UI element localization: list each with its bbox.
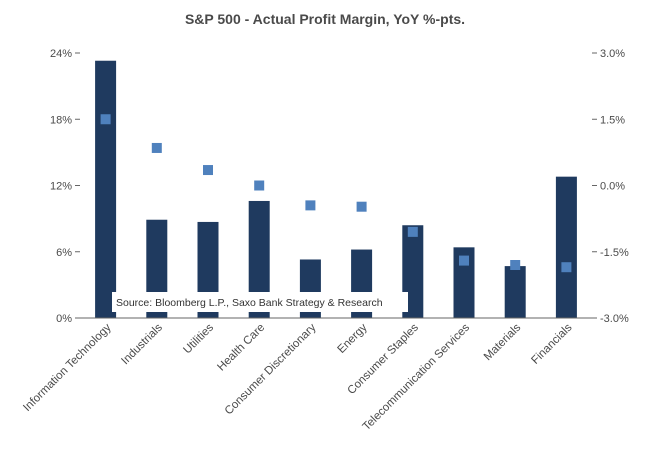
right-axis: -3.0% -1.5% 0.0% 1.5% 3.0% [592, 48, 629, 325]
point [510, 260, 521, 270]
right-tick-label: 3.0% [600, 48, 625, 60]
category-label: Materials [482, 321, 524, 363]
point [356, 201, 367, 212]
left-tick-label: 6% [56, 247, 72, 259]
left-tick-label: 0% [56, 313, 72, 325]
bar [555, 176, 577, 318]
left-tick-label: 18% [50, 114, 72, 126]
point [203, 165, 213, 176]
point [151, 142, 162, 153]
bar [504, 266, 526, 318]
source-note: Source: Bloomberg L.P., Saxo Bank Strate… [116, 297, 383, 309]
category-label: Energy [335, 321, 369, 355]
right-tick-label: -3.0% [600, 313, 629, 325]
right-tick-label: 0.0% [600, 181, 625, 193]
category-label: Consumer Discretionary [223, 321, 319, 417]
bar-series [95, 60, 577, 319]
category-label: Information Technology [21, 321, 114, 414]
bar [453, 247, 475, 318]
point [407, 226, 418, 237]
category-labels: Information Technology Industrials Utiliti… [21, 321, 574, 433]
right-tick-label: 1.5% [600, 114, 625, 126]
point [561, 262, 572, 273]
category-label: Telecommunication Services [361, 321, 473, 433]
point [459, 255, 469, 266]
point [254, 180, 265, 191]
right-tick-label: -1.5% [600, 247, 629, 259]
point [100, 114, 111, 125]
source-note-box [112, 292, 408, 312]
category-label: Health Care [215, 322, 267, 374]
point [305, 200, 316, 211]
left-tick-label: 12% [50, 181, 72, 193]
chart-title: S&P 500 - Actual Profit Margin, YoY %-pt… [185, 11, 465, 27]
category-label: Industrials [119, 321, 165, 367]
point-series [100, 114, 572, 273]
bar [248, 200, 270, 318]
left-axis: 0% 6% 12% 18% 24% [50, 48, 80, 325]
category-label: Financials [529, 321, 574, 366]
category-label: Utilities [181, 321, 216, 356]
left-tick-label: 24% [50, 48, 72, 60]
bar [95, 60, 117, 319]
